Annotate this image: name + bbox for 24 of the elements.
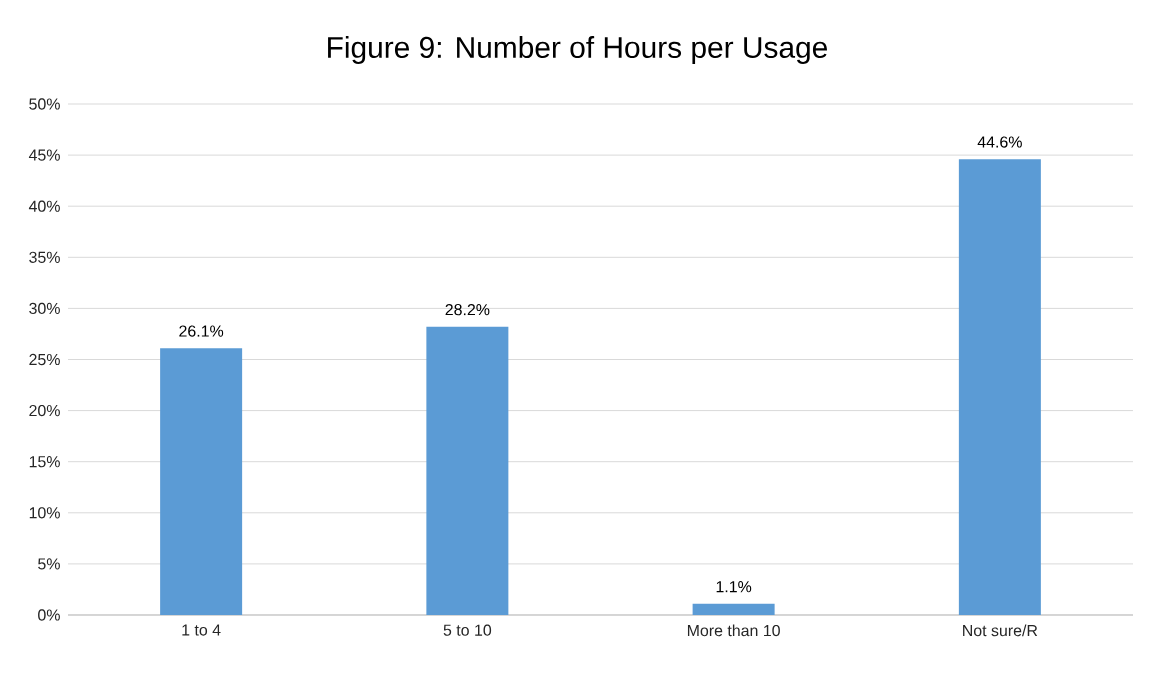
data-label: 26.1% (179, 325, 224, 337)
bar (958, 159, 1041, 615)
y-tick-label: 45% (28, 149, 60, 161)
y-tick-label: 40% (28, 200, 60, 212)
y-tick-label: 10% (29, 507, 60, 519)
data-label: 44.6% (977, 136, 1022, 148)
bar (160, 348, 243, 615)
chart-title: Figure 9: Number of Hours per Usage (328, 36, 827, 64)
x-tick-label: 1 to 4 (182, 624, 221, 636)
y-tick-label: 15% (29, 456, 60, 468)
y-tick-label: 5% (38, 558, 60, 570)
x-tick-label: 5 to 10 (443, 624, 492, 636)
y-tick-label: 20% (29, 404, 60, 417)
y-tick-label: 50% (29, 98, 60, 110)
x-tick-label: Not sure/R (963, 624, 1038, 637)
x-tick-label: More than 10 (687, 624, 780, 637)
bar (426, 326, 509, 615)
data-label: 1.1% (716, 581, 752, 593)
y-tick-label: 25% (29, 353, 60, 366)
y-tick-label: 35% (29, 251, 60, 263)
y-tick-label: 0% (38, 609, 60, 621)
y-tick-label: 30% (29, 302, 60, 315)
bar (692, 603, 775, 615)
data-label: 28.2% (445, 304, 490, 316)
